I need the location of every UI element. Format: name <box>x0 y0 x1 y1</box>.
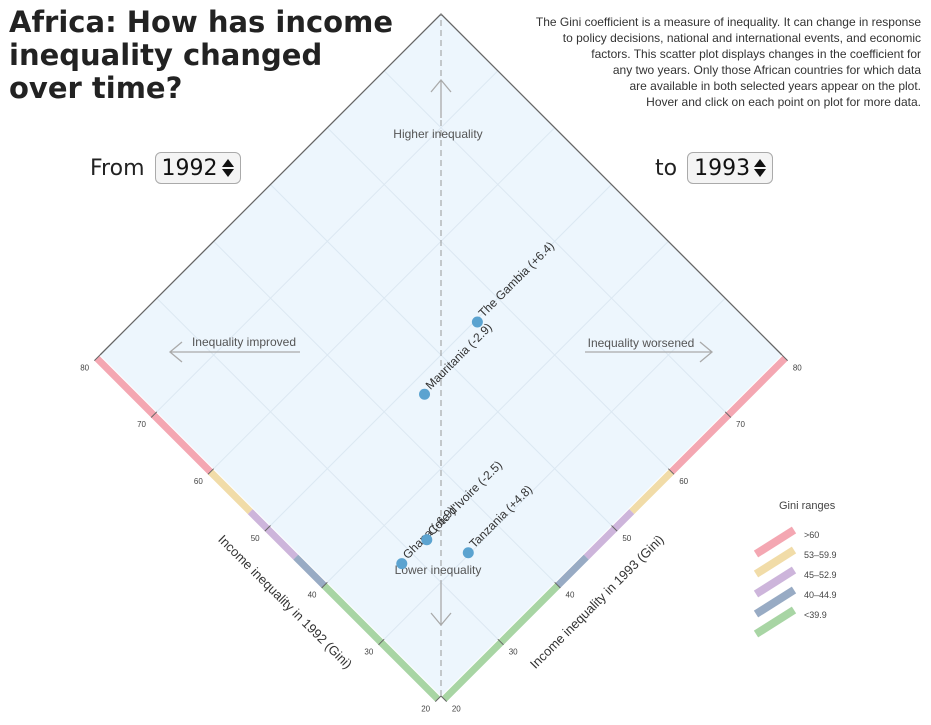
description-line: Hover and click on each point on plot fo… <box>646 95 921 109</box>
page-title-line-3: over time? <box>9 71 183 105</box>
legend-swatch <box>753 606 797 638</box>
description-line: The Gini coefficient is a measure of ine… <box>535 15 921 29</box>
data-point[interactable] <box>471 316 483 328</box>
legend-swatches: >60 53–59.9 45–52.9 40–44.9 <39.9 <box>753 526 837 638</box>
down-arrow-icon <box>430 582 452 627</box>
y-tick-label: 80 <box>793 363 802 372</box>
x-tick-label: 20 <box>421 704 430 713</box>
x-tick <box>150 411 158 418</box>
gini-band-x <box>293 554 327 588</box>
x-tick <box>378 638 385 646</box>
data-point[interactable] <box>396 558 408 570</box>
legend-label: 45–52.9 <box>804 570 837 580</box>
gini-band-y <box>555 554 589 588</box>
data-point[interactable] <box>421 534 433 546</box>
up-down-arrows-icon <box>221 159 234 177</box>
y-tick <box>497 638 504 646</box>
gini-band-y <box>629 469 674 515</box>
gini-band-x <box>247 509 299 560</box>
x-tick <box>207 468 215 475</box>
page-title-line-2: inequality changed <box>9 38 323 72</box>
data-point[interactable] <box>419 388 431 400</box>
to-year-select[interactable]: 1993 <box>687 152 774 184</box>
legend-swatch <box>753 546 797 578</box>
description-line: to policy decisions, national and intern… <box>562 31 921 45</box>
x-tick <box>321 581 328 589</box>
gini-band-x <box>208 469 253 515</box>
y-tick <box>724 411 732 418</box>
description-line: factors. This scatter plot displays chan… <box>591 47 921 61</box>
left-arrow-icon <box>168 341 300 363</box>
legend-swatch <box>753 566 797 598</box>
page-title-line-1: Africa: How has income <box>9 5 393 39</box>
x-tick <box>264 525 271 532</box>
annotation-right: Inequality worsened <box>588 336 695 350</box>
up-arrow-icon <box>430 78 452 118</box>
y-tick <box>667 468 675 475</box>
y-tick-label: 30 <box>509 647 518 656</box>
legend-label: 40–44.9 <box>804 590 837 600</box>
description-line: are available in both selected years app… <box>629 79 921 93</box>
from-year-control: From 1992 <box>90 152 241 184</box>
gini-ranges-legend: Gini ranges >60 53–59.9 45–52.9 40–44.9 <39.… <box>752 500 872 657</box>
from-year-value: 1992 <box>161 155 218 181</box>
to-year-control: to 1993 <box>655 152 774 184</box>
grid-line <box>383 70 726 413</box>
data-point[interactable] <box>462 547 474 559</box>
up-down-arrows-icon <box>754 159 767 177</box>
y-tick-label: 40 <box>566 591 575 600</box>
x-tick <box>434 695 442 703</box>
legend-swatch <box>753 586 797 618</box>
legend-label: 53–59.9 <box>804 550 837 560</box>
x-tick-label: 60 <box>194 477 203 486</box>
annotation-top: Higher inequality <box>393 127 482 141</box>
x-tick <box>93 354 101 362</box>
page-title: Africa: How has income inequality change… <box>9 6 409 105</box>
annotation-bottom: Lower inequality <box>395 563 482 577</box>
y-tick <box>554 581 561 589</box>
x-tick-label: 40 <box>308 591 317 600</box>
x-tick-label: 70 <box>137 420 146 429</box>
to-year-value: 1993 <box>694 155 751 181</box>
legend-label: <39.9 <box>804 610 827 620</box>
y-tick-label: 20 <box>452 704 461 713</box>
y-tick <box>611 525 618 532</box>
legend-label: >60 <box>804 530 819 540</box>
y-tick-label: 70 <box>736 420 745 429</box>
x-tick-label: 50 <box>251 534 260 543</box>
y-tick <box>440 695 448 703</box>
x-tick-label: 80 <box>80 363 89 372</box>
from-label: From <box>90 155 145 181</box>
to-label: to <box>655 155 678 181</box>
right-arrow-icon <box>585 341 714 363</box>
y-tick-label: 50 <box>622 534 631 543</box>
legend-title: Gini ranges <box>779 500 836 512</box>
y-tick <box>781 354 789 362</box>
description-line: any two years. Only those African countr… <box>612 63 921 77</box>
y-tick-label: 60 <box>679 477 688 486</box>
legend-swatch <box>753 526 797 558</box>
gini-band-y <box>583 509 635 560</box>
description: The Gini coefficient is a measure of ine… <box>501 14 921 110</box>
from-year-select[interactable]: 1992 <box>154 152 241 184</box>
x-tick-label: 30 <box>364 647 373 656</box>
annotation-left: Inequality improved <box>192 335 296 349</box>
